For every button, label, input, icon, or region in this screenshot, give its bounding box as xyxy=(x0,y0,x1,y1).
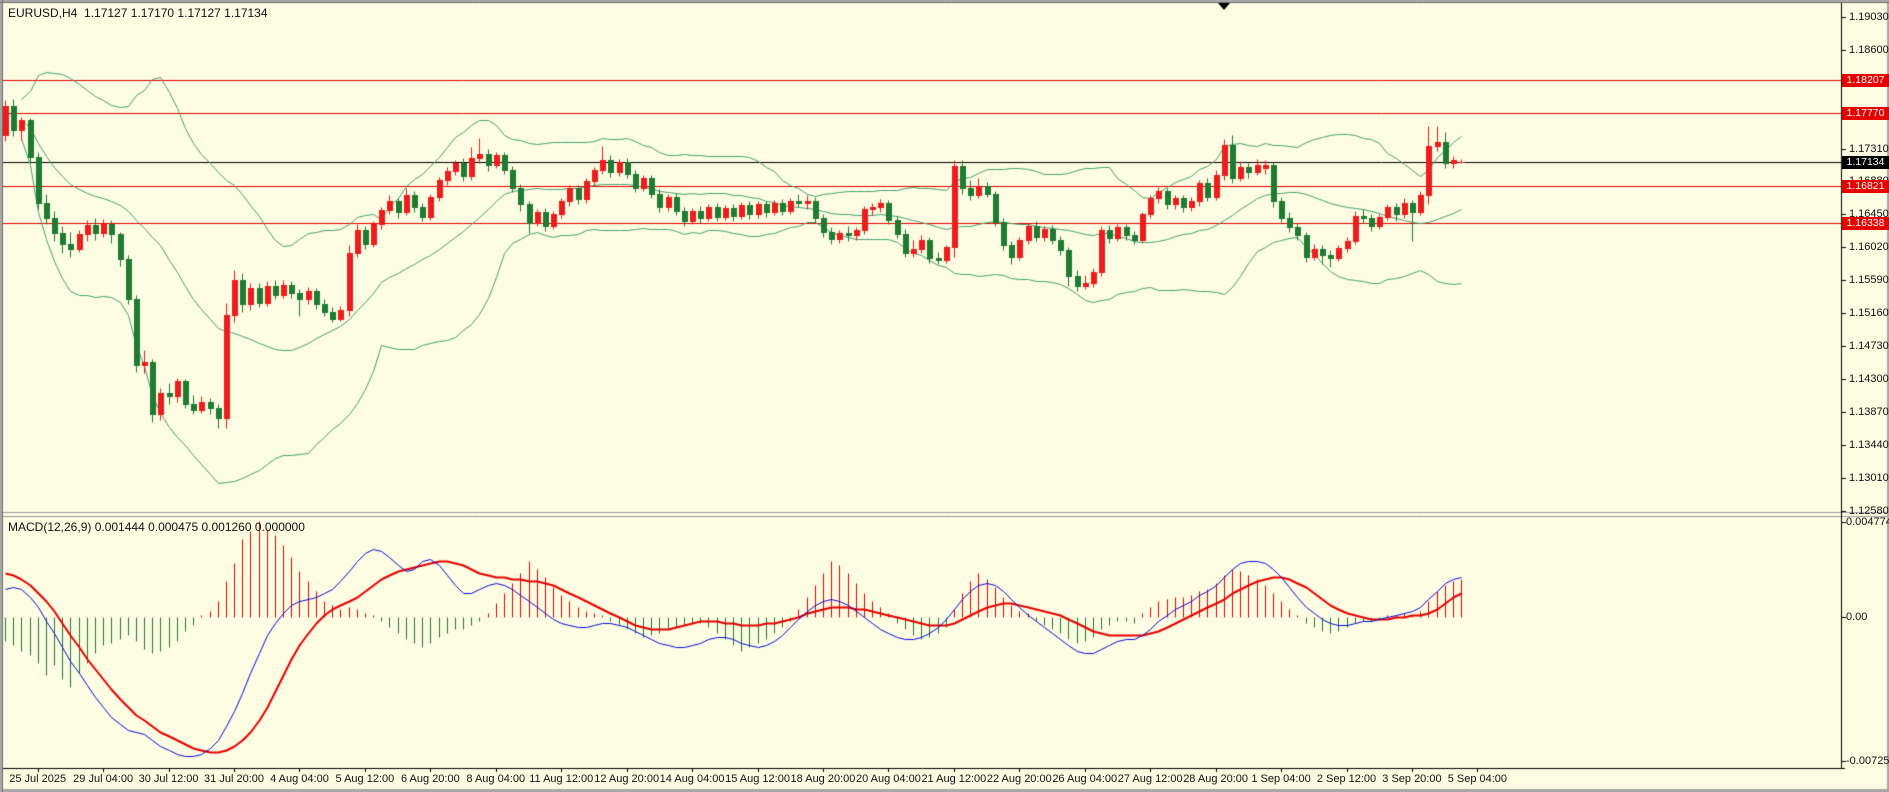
price-chart-canvas[interactable] xyxy=(0,0,1889,792)
terminal-chart-window: { "window": { "title": "EURUSD,H4 1.1712… xyxy=(0,0,1889,792)
